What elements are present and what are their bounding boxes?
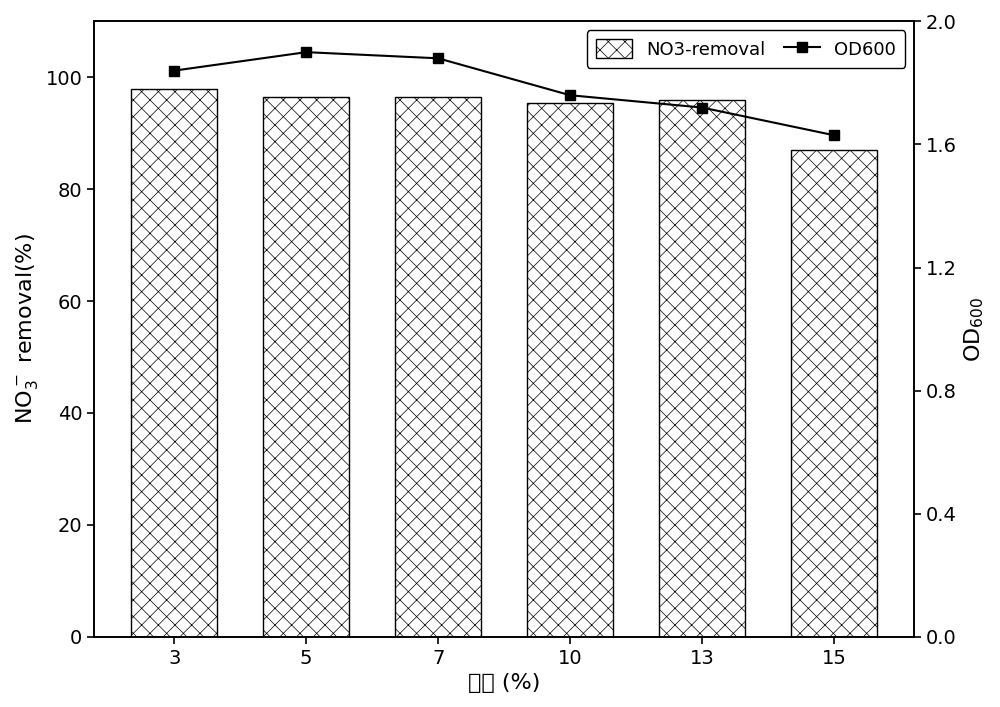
X-axis label: 盐度 (%): 盐度 (%) [468,673,540,693]
Bar [527,103,613,637]
Bar [659,100,745,637]
Bar [131,88,217,637]
Legend: NO3-removal, OD600: NO3-removal, OD600 [587,30,905,68]
Y-axis label: NO$_3^-$ removal(%): NO$_3^-$ removal(%) [14,233,40,424]
Y-axis label: OD$_{600}$: OD$_{600}$ [963,296,986,362]
Bar [263,97,349,637]
Bar [791,150,877,637]
Bar [395,97,481,637]
